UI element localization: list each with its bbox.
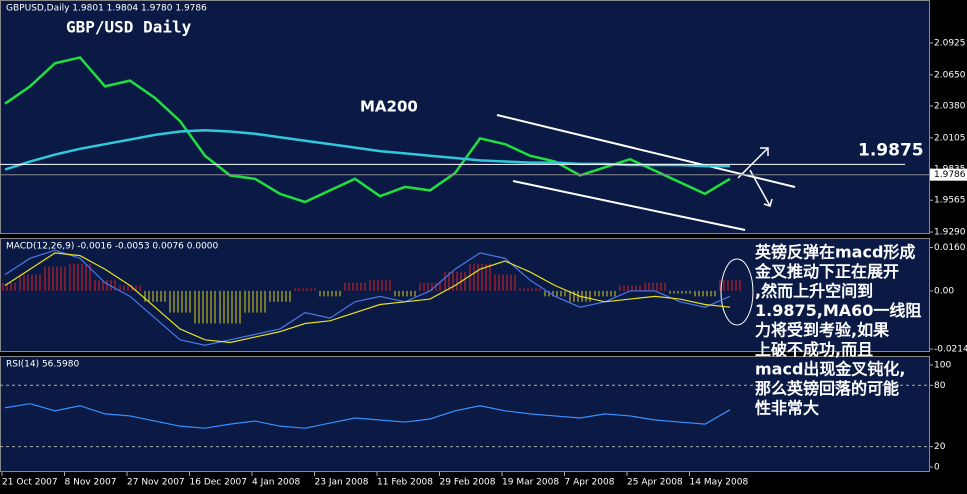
- x-tick-label: 11 Feb 2008: [377, 478, 433, 488]
- chart-header: GBPUSD,Daily 1.9801 1.9804 1.9780 1.9786: [6, 4, 207, 14]
- arrows: [737, 147, 773, 207]
- rsi-panel: [0, 356, 930, 472]
- commentary-line: 那么英镑回落的可能: [755, 379, 899, 398]
- x-tick-label: 19 Mar 2008: [502, 478, 559, 488]
- commentary-line: 英镑反弹在macd形成: [754, 243, 915, 262]
- series-line: [4, 252, 731, 344]
- commentary-line: 金叉推动下正在展开: [754, 262, 899, 281]
- y-tick-label: -0.0214: [934, 345, 967, 355]
- y-tick-label: 2.0925: [934, 39, 966, 49]
- y-tick-label: 100: [934, 360, 951, 370]
- y-tick-label: 1.9565: [934, 196, 966, 206]
- series-line: [4, 403, 731, 429]
- y-tick-label: 1.9290: [934, 228, 966, 238]
- price-panel: [0, 0, 930, 234]
- ma200-label: MA200: [360, 98, 418, 116]
- x-tick-label: 29 Feb 2008: [440, 478, 496, 488]
- x-tick-label: 21 Oct 2007: [2, 478, 58, 488]
- chart-title: GBP/USD Daily: [66, 18, 192, 37]
- commentary-line: macd出现金叉钝化,: [755, 360, 906, 379]
- last-price-box: [930, 168, 967, 181]
- y-tick-label: 2.0650: [934, 70, 966, 80]
- commentary-line: 1.9875,MA60一线阻: [755, 301, 921, 320]
- y-tick-label: 2.0380: [934, 102, 966, 112]
- y-tick-label: 20: [934, 442, 946, 452]
- channel-lower: [512, 180, 746, 231]
- commentary-line: 性非常大: [755, 399, 819, 418]
- y-tick-label: 0: [934, 462, 940, 472]
- commentary-line: ,然而上升空间到: [755, 282, 873, 301]
- resistance-label: 1.9875: [858, 140, 924, 160]
- macd-panel: [0, 238, 930, 352]
- rsi-header: RSI(14) 56.5980: [6, 360, 79, 370]
- x-tick-label: 27 Nov 2007: [127, 478, 185, 488]
- macd-header: MACD(12,26,9) -0.0016 -0.0053 0.0076 0.0…: [6, 242, 219, 252]
- y-tick-label: 0.0160: [934, 243, 966, 253]
- commentary-line: 力将受到考验,如果: [755, 321, 889, 340]
- commentary-line: 上破不成功,而且: [755, 340, 873, 359]
- x-tick-label: 8 Nov 2007: [65, 478, 117, 488]
- x-tick-label: 25 Apr 2008: [627, 478, 683, 488]
- panel-borders: [0, 0, 930, 472]
- y-tick-label: 0.00: [934, 286, 954, 296]
- series-line: [4, 249, 731, 346]
- x-tick-label: 14 May 2008: [690, 478, 749, 488]
- x-tick-label: 4 Jan 2008: [252, 478, 300, 488]
- x-tick-label: 7 Apr 2008: [565, 478, 615, 488]
- last-price-label: 1.9786: [934, 170, 966, 180]
- y-tick-label: 2.0105: [934, 133, 966, 143]
- highlight-circle: [720, 258, 754, 326]
- x-tick-label: 16 Dec 2007: [190, 478, 248, 488]
- y-tick-label: 80: [934, 381, 946, 391]
- x-tick-label: 23 Jan 2008: [315, 478, 369, 488]
- series-line: [4, 56, 731, 204]
